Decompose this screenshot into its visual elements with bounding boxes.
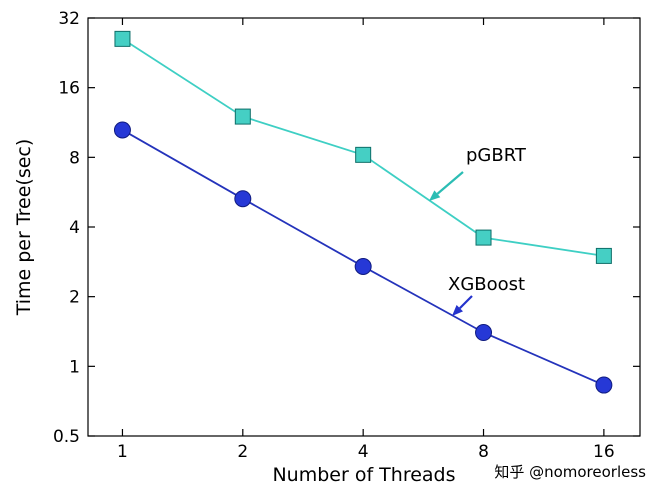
marker-circle-xgboost <box>113 121 131 139</box>
annotation-arrow-pgbrt <box>436 171 464 195</box>
annotation-arrowhead-pgbrt <box>429 190 441 201</box>
annotation-layer: pGBRT XGBoost <box>429 145 527 316</box>
annotation-arrow-xgboost <box>459 295 473 309</box>
marker-circle-xgboost <box>475 324 493 342</box>
y-tick-label: 0.5 <box>53 427 80 447</box>
series-layer <box>113 30 613 394</box>
y-tick-label: 2 <box>69 288 80 308</box>
marker-square-pgbrt <box>114 30 131 47</box>
watermark-text: 知乎 @nomoreorless <box>494 463 646 481</box>
annotation-arrowhead-xgboost <box>452 305 463 316</box>
series-label-pgbrt: pGBRT <box>466 145 527 166</box>
marker-circle-xgboost <box>354 258 372 276</box>
x-tick-label: 2 <box>237 442 248 462</box>
axis-ticks-layer: 1 2 4 8 16 0.5 1 2 4 8 16 32 <box>53 9 640 462</box>
marker-circle-xgboost <box>234 190 252 208</box>
y-tick-label: 16 <box>58 79 80 99</box>
marker-square-pgbrt <box>475 229 492 246</box>
marker-square-pgbrt <box>595 247 612 264</box>
series-line-xgboost <box>122 129 605 386</box>
series-label-xgboost: XGBoost <box>448 274 525 295</box>
y-tick-label: 8 <box>69 148 80 168</box>
marker-square-pgbrt <box>355 146 372 163</box>
marker-circle-xgboost <box>595 376 613 394</box>
x-tick-label: 16 <box>593 442 615 462</box>
x-axis-label: Number of Threads <box>272 464 455 486</box>
x-tick-label: 4 <box>358 442 369 462</box>
y-tick-label: 1 <box>69 357 80 377</box>
y-tick-label: 32 <box>58 9 80 29</box>
x-tick-label: 8 <box>478 442 489 462</box>
marker-square-pgbrt <box>234 108 251 125</box>
y-axis-label: Time per Tree(sec) <box>13 139 35 317</box>
y-tick-label: 4 <box>69 218 80 238</box>
plot-frame <box>87 17 641 437</box>
x-tick-label: 1 <box>117 442 128 462</box>
